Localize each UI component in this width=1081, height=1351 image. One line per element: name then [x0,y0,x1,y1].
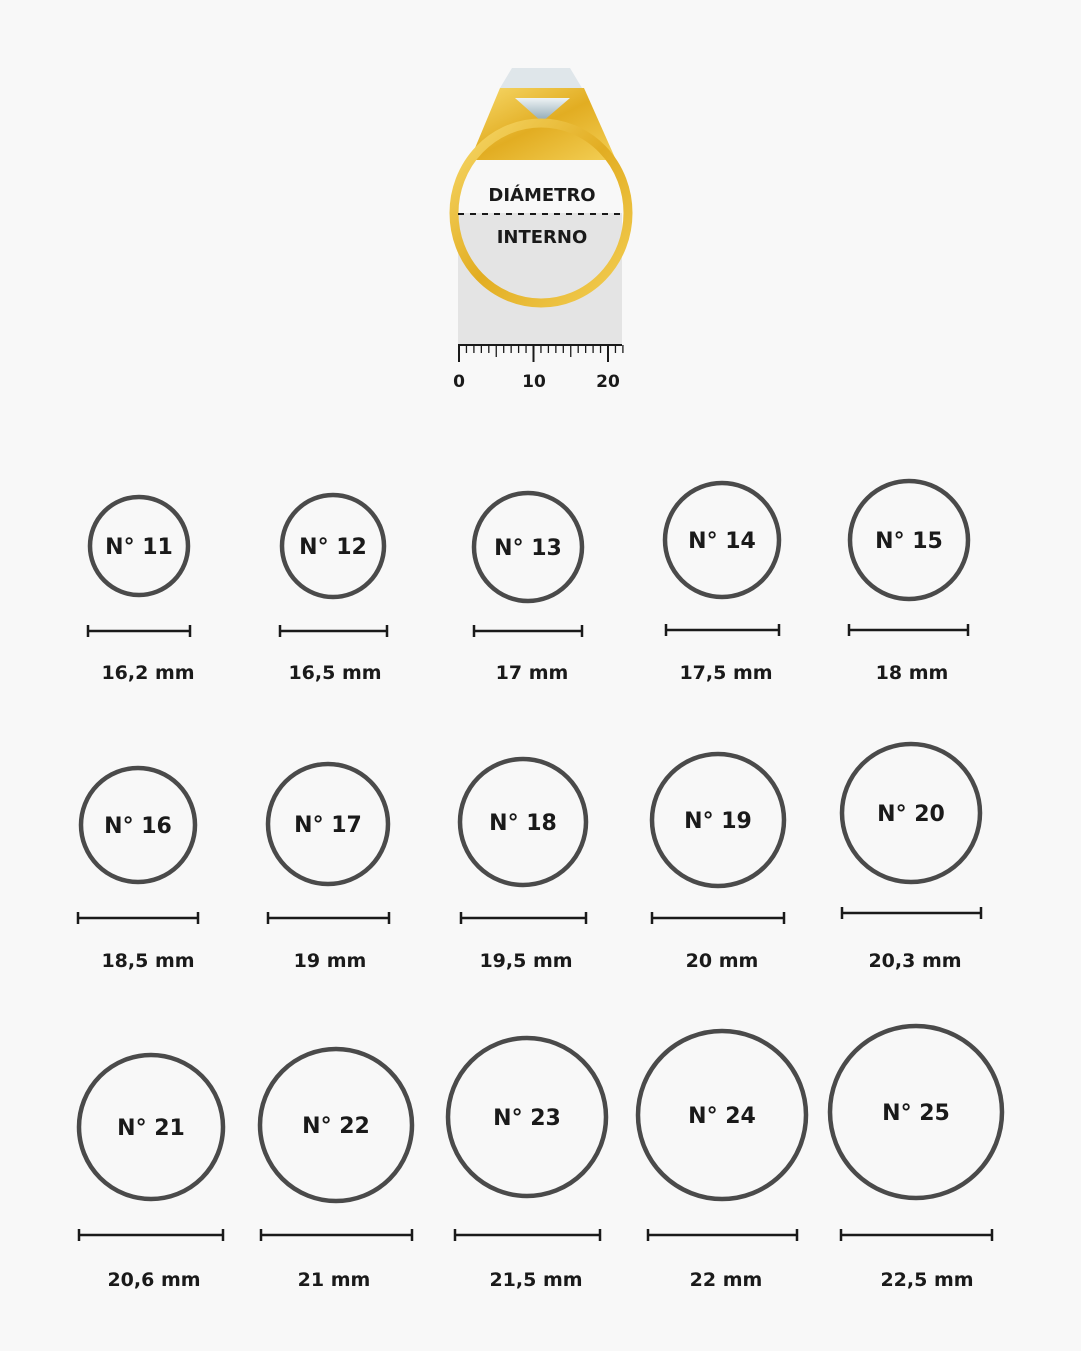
ring-size-item: N° 22 21 mm [257,1046,415,1291]
size-grid: N° 11 16,2 mm N° 12 16,5 mm N° 13 17 mm N° 14 1… [76,478,1005,1291]
label-interno: INTERNO [497,227,588,248]
gem-crown [500,68,582,88]
diameter-label: 19,5 mm [479,950,572,972]
size-circle [471,490,585,604]
size-number: N° 24 [688,1104,756,1129]
size-circle [257,1046,415,1204]
size-number: N° 14 [688,529,756,554]
ring-illustration: DIÁMETRO INTERNO 0 10 20 [449,68,633,392]
size-circle [839,741,983,885]
gem-pavilion [515,98,570,122]
size-number: N° 15 [875,529,943,554]
size-number: N° 11 [105,535,173,560]
size-number: N° 17 [294,813,362,838]
ring-size-item: N° 25 22,5 mm [827,1023,1005,1291]
ring-size-item: N° 13 17 mm [471,490,585,684]
ruler [458,344,624,362]
size-circle [649,751,787,889]
ring-size-item: N° 15 18 mm [847,478,971,684]
size-number: N° 21 [117,1116,185,1141]
size-circle [265,761,391,887]
diameter-label: 18,5 mm [101,950,194,972]
size-number: N° 23 [493,1106,561,1131]
ruler-label-0: 0 [453,372,465,392]
diameter-label: 20,6 mm [107,1269,200,1291]
ruler-label-10: 10 [522,372,546,392]
size-number: N° 13 [494,536,562,561]
size-circle [847,478,971,602]
size-number: N° 25 [882,1101,950,1126]
ring-size-item: N° 11 16,2 mm [86,494,195,684]
size-number: N° 16 [104,814,172,839]
size-circle [635,1028,809,1202]
size-circle [827,1023,1005,1201]
ring-size-item: N° 19 20 mm [649,751,787,972]
ring-size-item: N° 20 20,3 mm [839,741,983,972]
size-circle [87,494,191,598]
diameter-label: 17 mm [496,662,569,684]
diameter-label: 16,5 mm [288,662,381,684]
size-number: N° 20 [877,802,945,827]
ring-size-item: N° 12 16,5 mm [278,492,389,684]
diameter-label: 22,5 mm [880,1269,973,1291]
diameter-label: 19 mm [294,950,367,972]
diameter-label: 16,2 mm [101,662,194,684]
ring-size-item: N° 24 22 mm [635,1028,809,1291]
diameter-label: 17,5 mm [679,662,772,684]
diameter-label: 20 mm [686,950,759,972]
ring-size-item: N° 18 19,5 mm [457,756,589,972]
size-circle [78,765,198,885]
diameter-label: 21 mm [298,1269,371,1291]
ring-band [449,118,633,308]
diameter-label: 21,5 mm [489,1269,582,1291]
size-circle [662,480,782,600]
size-number: N° 19 [684,809,752,834]
label-diametro: DIÁMETRO [488,184,595,206]
ring-size-item: N° 23 21,5 mm [445,1035,609,1291]
ruler-label-20: 20 [596,372,620,392]
ring-size-item: N° 16 18,5 mm [76,765,200,972]
size-number: N° 18 [489,811,557,836]
diameter-label: 22 mm [690,1269,763,1291]
diameter-label: 18 mm [876,662,949,684]
diameter-label: 20,3 mm [868,950,961,972]
size-circle [445,1035,609,1199]
size-number: N° 22 [302,1114,370,1139]
ring-size-item: N° 21 20,6 mm [76,1052,226,1291]
ring-size-item: N° 17 19 mm [265,761,391,972]
ring-size-item: N° 14 17,5 mm [662,480,782,684]
size-number: N° 12 [299,535,367,560]
size-circle [76,1052,226,1202]
size-circle [457,756,589,888]
size-circle [279,492,387,600]
